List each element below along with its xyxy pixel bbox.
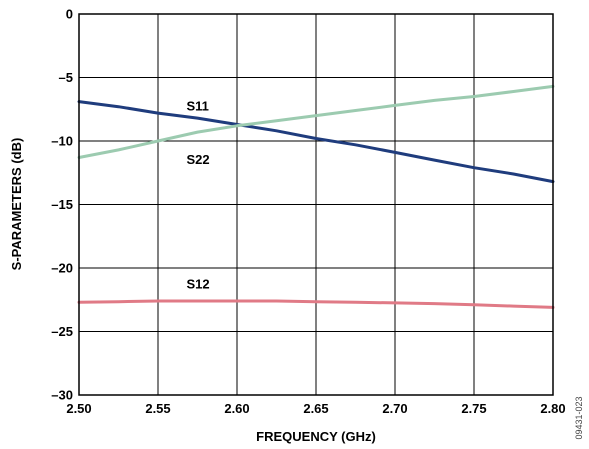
x-axis-title: FREQUENCY (GHz): [256, 429, 376, 444]
x-tick-label: 2.70: [382, 401, 407, 416]
series-layer: [77, 84, 555, 309]
x-tick-label: 2.60: [224, 401, 249, 416]
series-line-s12: [77, 299, 555, 309]
tick-layer: 2.50 2.55 2.60 2.65 2.70 2.75 2.80 0 –5 –10 –15 –20…: [51, 7, 565, 417]
x-tick-label: 2.80: [540, 401, 565, 416]
series-line-s22: [77, 84, 555, 159]
annotation-layer: S11 S22 S12: [186, 99, 209, 292]
x-tick-label: 2.65: [303, 401, 328, 416]
y-tick-label: –15: [51, 197, 73, 212]
y-tick-label: –30: [51, 388, 73, 403]
x-tick-label: 2.75: [461, 401, 486, 416]
x-tick-label: 2.55: [145, 401, 170, 416]
series-label-s11: S11: [186, 99, 208, 114]
series-label-s12: S12: [186, 276, 209, 291]
y-tick-label: –20: [51, 261, 73, 276]
plot-frame: [78, 13, 554, 396]
y-tick-label: –25: [51, 324, 73, 339]
series-line-s11: [77, 100, 555, 184]
y-axis-title: S-PARAMETERS (dB): [9, 138, 24, 271]
figure-id-label: 09431-023: [574, 396, 584, 439]
y-tick-label: 0: [66, 7, 73, 22]
grid-layer: [78, 13, 554, 396]
y-tick-label: –5: [59, 70, 73, 85]
y-tick-label: –10: [51, 134, 73, 149]
series-label-s22: S22: [186, 152, 209, 167]
x-tick-label: 2.50: [66, 401, 91, 416]
